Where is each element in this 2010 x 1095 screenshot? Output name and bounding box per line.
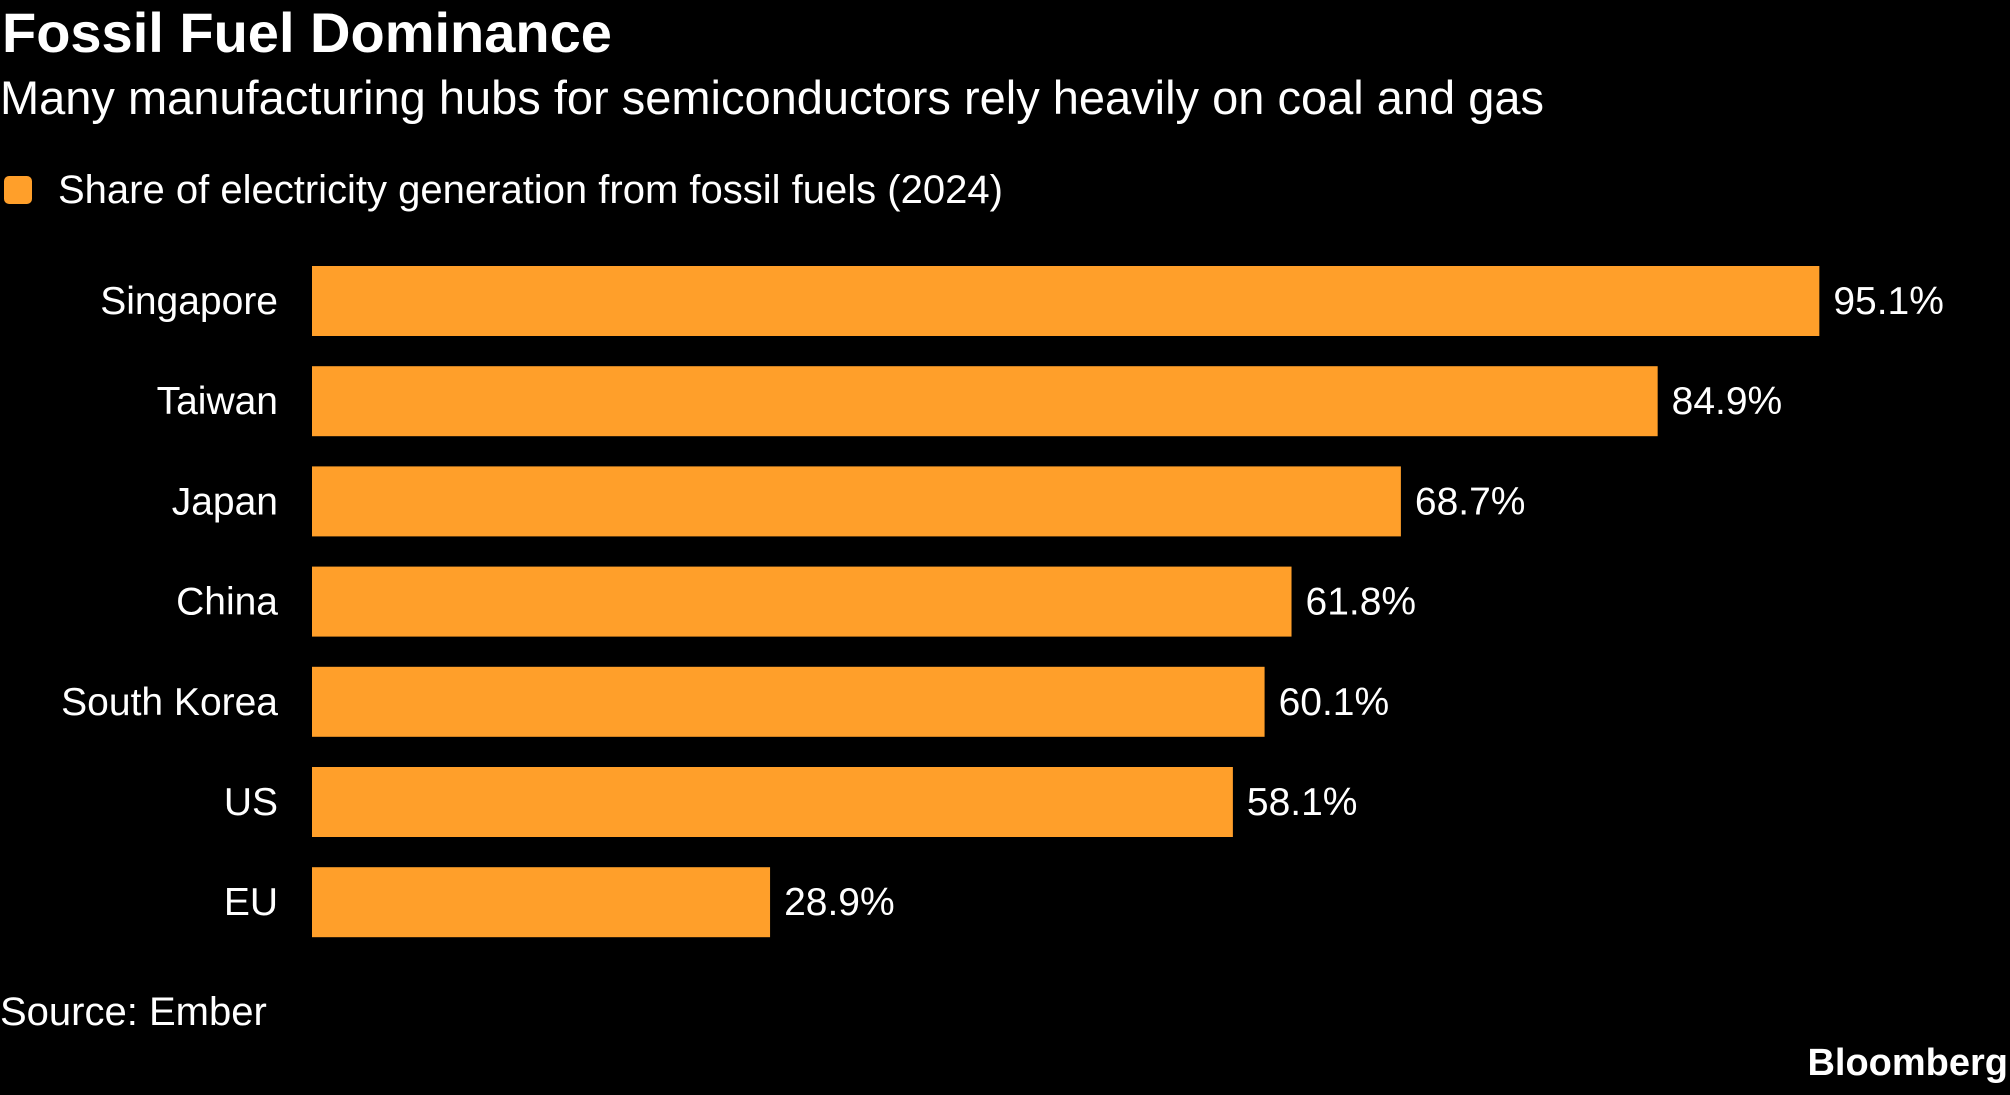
category-label: China xyxy=(176,581,278,624)
chart-title: Fossil Fuel Dominance xyxy=(2,1,612,64)
category-label: Singapore xyxy=(100,280,278,323)
category-label: South Korea xyxy=(61,681,278,724)
category-label: Taiwan xyxy=(157,380,278,423)
category-label: EU xyxy=(224,881,278,924)
legend-label: Share of electricity generation from fos… xyxy=(58,168,1003,212)
data-label: 84.9% xyxy=(1672,380,1783,423)
bloomberg-logo: Bloomberg xyxy=(1807,1042,2008,1084)
bar-us xyxy=(312,767,1233,837)
bar-taiwan xyxy=(312,366,1658,437)
category-label: Japan xyxy=(172,480,278,523)
source-note: Source: Ember xyxy=(0,990,267,1034)
bar-japan xyxy=(312,466,1401,537)
bar-singapore xyxy=(312,266,1820,336)
data-label: 60.1% xyxy=(1279,681,1390,724)
data-label: 28.9% xyxy=(784,881,895,924)
chart-subtitle: Many manufacturing hubs for semiconducto… xyxy=(0,71,1544,124)
data-label: 61.8% xyxy=(1306,581,1417,624)
data-label: 95.1% xyxy=(1833,280,1944,323)
legend: Share of electricity generation from fos… xyxy=(4,166,1003,214)
bar-south-korea xyxy=(312,666,1265,737)
data-label: 68.7% xyxy=(1415,480,1526,523)
bar-eu xyxy=(312,867,771,938)
data-label: 58.1% xyxy=(1247,781,1358,824)
category-label: US xyxy=(224,781,278,824)
legend-swatch xyxy=(4,176,32,204)
bar-china xyxy=(312,566,1292,637)
